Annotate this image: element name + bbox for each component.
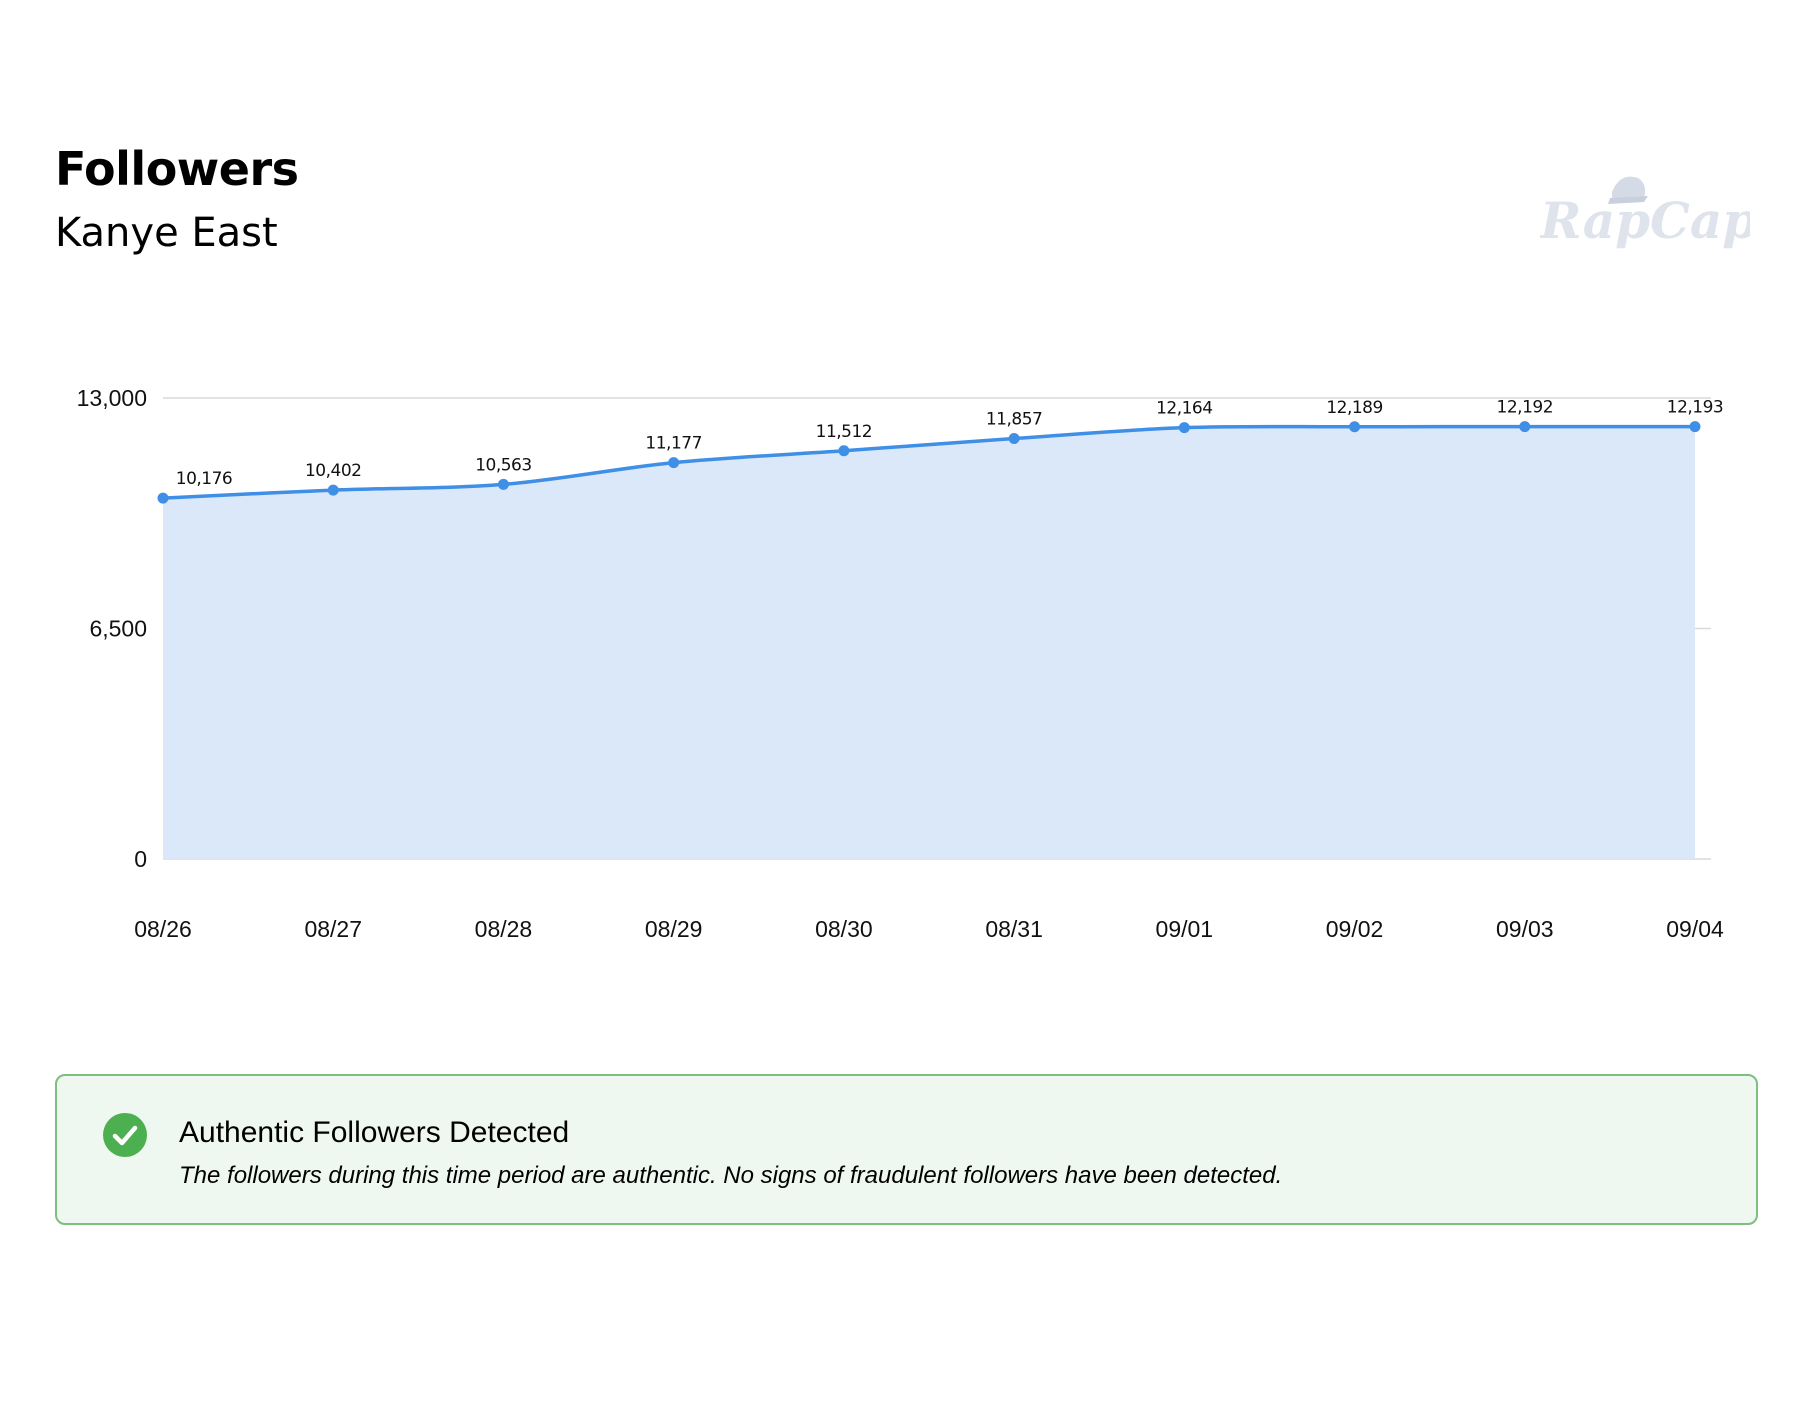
data-point — [668, 457, 680, 469]
x-tick-label: 08/29 — [645, 916, 703, 942]
data-label: 11,512 — [816, 422, 872, 442]
x-tick-label: 08/31 — [985, 916, 1043, 942]
data-point — [157, 492, 169, 504]
x-tick-label: 09/01 — [1156, 916, 1214, 942]
page-title: Followers — [55, 142, 299, 196]
y-tick-label: 6,500 — [89, 616, 147, 642]
data-label: 12,193 — [1667, 398, 1723, 418]
data-point — [1178, 422, 1190, 434]
alert-title: Authentic Followers Detected — [179, 1116, 570, 1149]
data-point — [1008, 433, 1020, 445]
data-label: 11,177 — [645, 434, 701, 454]
check-circle-icon — [103, 1113, 147, 1157]
data-label: 12,189 — [1326, 398, 1382, 418]
data-label: 11,857 — [986, 410, 1042, 430]
data-label: 10,402 — [305, 461, 361, 481]
data-label: 12,164 — [1156, 399, 1212, 419]
data-point — [327, 484, 339, 496]
data-label: 10,563 — [475, 455, 531, 475]
y-tick-label: 0 — [134, 846, 147, 872]
x-tick-label: 08/28 — [475, 916, 533, 942]
artist-name: Kanye East — [55, 210, 278, 256]
x-tick-label: 08/26 — [134, 916, 192, 942]
data-point — [1689, 421, 1701, 433]
data-point — [1349, 421, 1361, 433]
rapcap-logo: RapCap — [1540, 176, 1750, 250]
x-tick-label: 08/27 — [304, 916, 362, 942]
svg-text:RapCap: RapCap — [1540, 191, 1750, 250]
data-point — [497, 478, 509, 490]
data-label: 12,192 — [1497, 398, 1553, 418]
area-fill — [163, 426, 1695, 859]
x-tick-label: 08/30 — [815, 916, 873, 942]
authenticity-alert: Authentic Followers Detected The followe… — [55, 1074, 1758, 1225]
followers-chart: 0 6,500 13,000 08/26 08/27 08/28 08/29 08/30 08/… — [77, 385, 1724, 942]
data-point — [1519, 421, 1531, 433]
x-tick-label: 09/02 — [1326, 916, 1384, 942]
alert-text: The followers during this time period ar… — [179, 1162, 1283, 1189]
y-tick-label: 13,000 — [77, 385, 147, 411]
data-label: 10,176 — [176, 469, 232, 489]
series-line — [162, 424, 1696, 500]
data-point — [838, 445, 850, 457]
x-tick-label: 09/03 — [1496, 916, 1554, 942]
x-tick-label: 09/04 — [1666, 916, 1724, 942]
